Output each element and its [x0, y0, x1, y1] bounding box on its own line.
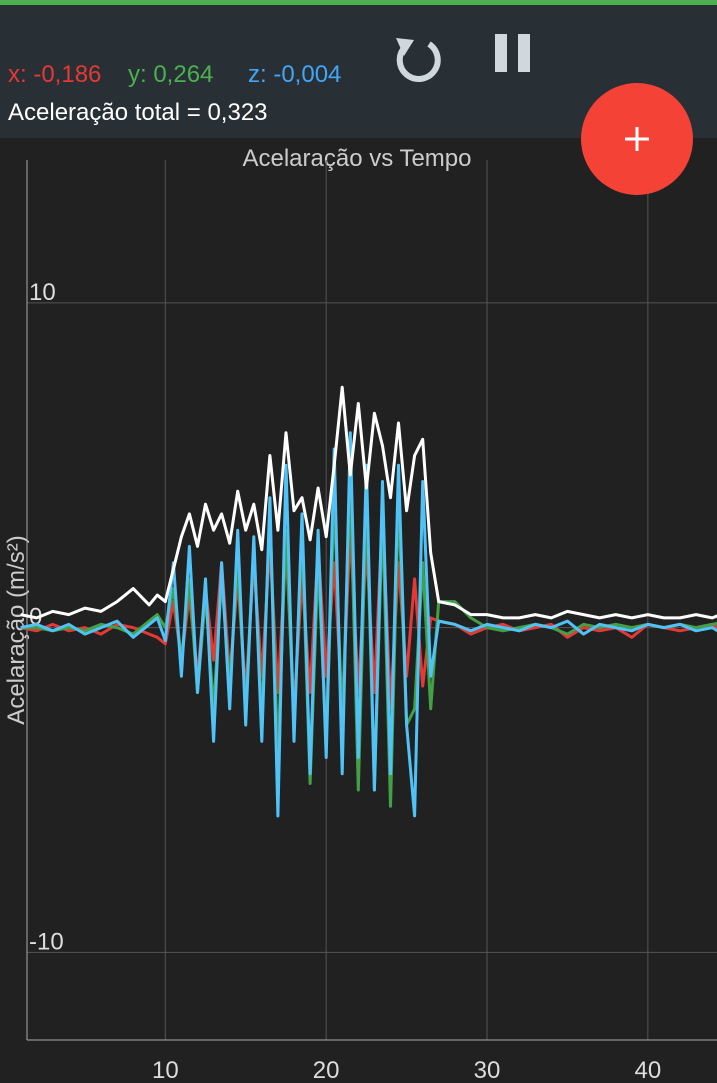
pause-bar — [518, 34, 530, 72]
chart-title: Acelaração vs Tempo — [242, 145, 471, 172]
z-reading: z: -0,004 — [248, 61, 341, 88]
x-tick-label: 10 — [152, 1057, 179, 1083]
x-tick-label: 40 — [634, 1057, 661, 1083]
reset-button[interactable] — [396, 38, 441, 82]
y-tick-label: 10 — [29, 279, 56, 306]
total-reading: Aceleração total = 0,323 — [8, 99, 268, 126]
series-line — [20, 385, 717, 620]
pause-bar — [495, 34, 507, 72]
status-strip — [0, 0, 717, 5]
x-reading: x: -0,186 — [8, 61, 101, 88]
x-tick-label: 20 — [313, 1057, 340, 1083]
fab-plus — [625, 127, 649, 151]
pause-button[interactable] — [495, 34, 530, 72]
reset-arc — [396, 41, 441, 82]
y-tick-label: -10 — [29, 928, 64, 955]
x-tick-label: 30 — [474, 1057, 501, 1083]
reset-arrow — [396, 38, 414, 56]
y-reading: y: 0,264 — [128, 61, 213, 88]
add-button[interactable] — [581, 83, 693, 195]
series-line — [20, 431, 717, 818]
